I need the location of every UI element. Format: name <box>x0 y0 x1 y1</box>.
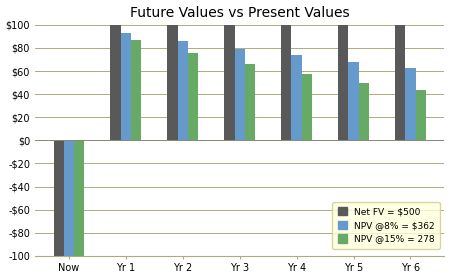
Title: Future Values vs Present Values: Future Values vs Present Values <box>130 6 350 20</box>
Legend: Net FV = $500, NPV @8% = $362, NPV @15% = 278: Net FV = $500, NPV @8% = $362, NPV @15% … <box>332 202 440 249</box>
Bar <box>395 25 405 140</box>
Bar <box>64 140 74 256</box>
Bar <box>348 62 359 140</box>
Bar <box>292 56 302 140</box>
Bar <box>281 25 292 140</box>
Bar <box>188 53 198 140</box>
Bar <box>359 83 369 140</box>
Bar <box>131 40 141 140</box>
Bar <box>54 140 64 256</box>
Bar <box>234 49 245 140</box>
Bar <box>416 90 426 140</box>
Bar <box>302 74 312 140</box>
Bar <box>74 140 84 256</box>
Bar <box>167 25 178 140</box>
Bar <box>224 25 234 140</box>
Bar <box>121 33 131 140</box>
Bar <box>245 64 255 140</box>
Bar <box>338 25 348 140</box>
Bar <box>405 68 416 140</box>
Bar <box>178 41 188 140</box>
Bar <box>110 25 121 140</box>
